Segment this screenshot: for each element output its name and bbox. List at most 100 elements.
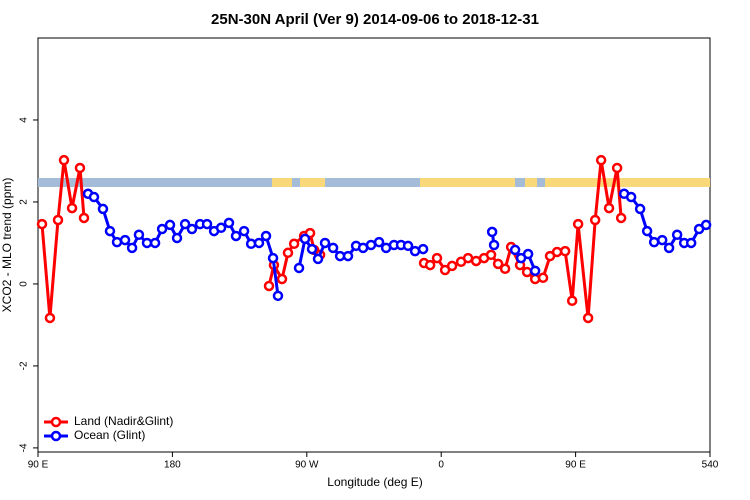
data-point: [485, 249, 497, 261]
x-axis-title: Longitude (deg E): [327, 475, 422, 489]
x-tick-label: 540: [702, 460, 719, 471]
data-point: [133, 229, 145, 241]
x-tick-label: 0: [438, 460, 444, 471]
data-point: [141, 237, 153, 249]
data-point: [299, 233, 311, 245]
data-point: [615, 212, 627, 224]
data-point: [306, 243, 318, 255]
data-point: [486, 226, 498, 238]
data-point: [373, 236, 385, 248]
data-point: [488, 239, 500, 251]
map-strip: [38, 178, 710, 187]
data-point: [88, 191, 100, 203]
data-point: [288, 238, 300, 250]
data-point: [685, 237, 697, 249]
data-point: [634, 203, 646, 215]
data-point: [253, 237, 265, 249]
data-point: [446, 260, 458, 272]
data-point: [566, 295, 578, 306]
legend-label: Land (Nadir&Glint): [74, 414, 173, 428]
legend-swatch: [50, 430, 62, 442]
y-tick-label: -2: [19, 361, 30, 370]
data-point: [595, 154, 607, 166]
data-point: [409, 245, 421, 257]
data-point: [179, 218, 191, 230]
data-point: [293, 262, 305, 274]
data-point: [223, 217, 235, 229]
data-point: [230, 230, 242, 242]
data-point: [648, 236, 660, 248]
data-point: [97, 203, 109, 215]
data-point: [44, 312, 56, 324]
data-point: [492, 258, 504, 270]
data-point: [625, 191, 637, 203]
data-point: [164, 219, 176, 231]
data-point: [509, 244, 521, 256]
data-point: [272, 290, 284, 302]
x-tick-label: 90 W: [295, 460, 319, 471]
x-tick-label: 180: [164, 460, 181, 471]
data-point: [589, 214, 601, 226]
data-point: [104, 225, 116, 237]
data-point: [603, 202, 615, 214]
y-axis-title: XCO2 - MLO trend (ppm): [0, 178, 14, 313]
data-point: [656, 234, 668, 246]
y-tick-label: 2: [19, 199, 30, 205]
data-point: [156, 223, 168, 235]
data-point: [149, 237, 161, 249]
data-point: [417, 243, 429, 255]
data-point: [529, 265, 541, 277]
data-point: [529, 273, 541, 285]
data-point: [58, 154, 70, 166]
y-tick-label: 4: [19, 117, 30, 123]
data-point: [431, 252, 443, 264]
data-point: [238, 225, 250, 237]
legend-swatch: [50, 416, 62, 428]
data-point: [671, 229, 683, 241]
data-point: [582, 312, 594, 324]
y-tick-label: -4: [19, 443, 30, 452]
data-point: [171, 232, 183, 244]
data-point: [52, 214, 64, 226]
data-point: [700, 219, 712, 231]
data-point: [126, 242, 138, 254]
data-point: [327, 242, 339, 254]
x-tick-label: 90 E: [565, 460, 586, 471]
data-point: [572, 218, 584, 230]
data-point: [267, 252, 279, 264]
data-point: [312, 253, 324, 265]
data-point: [611, 162, 623, 174]
data-point: [521, 266, 533, 278]
data-point: [641, 225, 653, 237]
data-point: [36, 218, 48, 230]
legend-label: Ocean (Glint): [74, 428, 145, 442]
data-point: [74, 162, 86, 174]
data-point: [260, 230, 272, 242]
x-tick-label: 90 E: [28, 460, 49, 471]
data-point: [663, 242, 675, 254]
data-point: [276, 273, 288, 285]
data-point: [215, 222, 227, 234]
data-point: [66, 202, 78, 214]
data-point: [119, 234, 131, 246]
data-point: [342, 250, 354, 262]
data-point: [78, 212, 90, 224]
data-point: [319, 237, 331, 249]
data-point: [551, 246, 563, 258]
data-point: [537, 272, 549, 284]
data-point: [559, 245, 571, 257]
y-tick-label: 0: [19, 281, 30, 287]
data-point: [402, 240, 414, 252]
data-point: [201, 218, 213, 230]
data-point: [365, 239, 377, 251]
data-point: [186, 223, 198, 235]
data-point: [499, 263, 511, 275]
plot-frame: [37, 37, 711, 453]
data-point: [522, 248, 534, 260]
data-point: [263, 280, 275, 292]
chart-title: 25N-30N April (Ver 9) 2014-09-06 to 2018…: [211, 11, 539, 28]
data-point: [424, 259, 436, 271]
data-point: [282, 247, 294, 259]
data-point: [462, 252, 474, 264]
